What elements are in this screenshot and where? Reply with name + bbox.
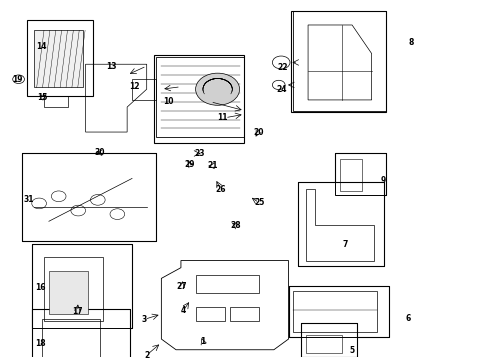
FancyBboxPatch shape	[32, 244, 132, 328]
Text: 20: 20	[252, 127, 263, 136]
FancyBboxPatch shape	[334, 153, 386, 194]
Text: 8: 8	[407, 38, 412, 47]
FancyBboxPatch shape	[288, 285, 388, 337]
Text: 22: 22	[277, 63, 287, 72]
Text: 5: 5	[349, 346, 354, 355]
Bar	[305, 336, 342, 353]
Text: 30: 30	[94, 148, 104, 157]
Text: 21: 21	[207, 161, 218, 170]
FancyBboxPatch shape	[298, 182, 383, 266]
Circle shape	[195, 73, 239, 105]
Text: 13: 13	[106, 62, 117, 71]
Text: 23: 23	[194, 149, 204, 158]
Text: 10: 10	[163, 97, 174, 106]
FancyBboxPatch shape	[27, 20, 93, 96]
Bar	[22, 153, 156, 241]
Bar	[41, 319, 100, 360]
FancyBboxPatch shape	[154, 55, 244, 143]
Text: 25: 25	[253, 198, 264, 207]
Text: 2: 2	[144, 351, 149, 360]
Bar	[339, 159, 361, 191]
FancyBboxPatch shape	[22, 153, 156, 241]
FancyBboxPatch shape	[290, 11, 386, 112]
Text: 12: 12	[129, 82, 140, 91]
Bar	[34, 30, 83, 87]
Text: 9: 9	[380, 176, 385, 185]
Text: 26: 26	[215, 185, 226, 194]
Text: 29: 29	[184, 160, 195, 169]
Bar	[300, 323, 356, 357]
Bar	[49, 271, 88, 314]
Text: 24: 24	[275, 85, 286, 94]
Text: 17: 17	[72, 307, 82, 316]
Bar	[44, 257, 102, 321]
Text: 4: 4	[181, 306, 185, 315]
Text: 7: 7	[342, 240, 346, 249]
FancyBboxPatch shape	[32, 309, 129, 360]
Bar	[229, 307, 259, 321]
Text: 14: 14	[36, 42, 47, 51]
Text: 6: 6	[405, 314, 410, 323]
FancyBboxPatch shape	[300, 323, 356, 357]
Text: 19: 19	[12, 75, 22, 84]
Bar	[298, 182, 383, 266]
Text: 3: 3	[142, 315, 146, 324]
Text: 31: 31	[23, 195, 34, 204]
Bar	[334, 153, 386, 194]
Text: 11: 11	[217, 113, 227, 122]
Bar	[195, 307, 224, 321]
Bar	[32, 244, 132, 328]
Bar	[32, 309, 129, 360]
Text: 27: 27	[176, 282, 187, 291]
Text: 16: 16	[35, 283, 45, 292]
Text: 28: 28	[230, 221, 241, 230]
Text: 18: 18	[35, 339, 45, 348]
Text: 1: 1	[200, 337, 205, 346]
Text: 15: 15	[37, 93, 48, 102]
Bar	[195, 275, 259, 293]
Bar	[288, 285, 388, 337]
